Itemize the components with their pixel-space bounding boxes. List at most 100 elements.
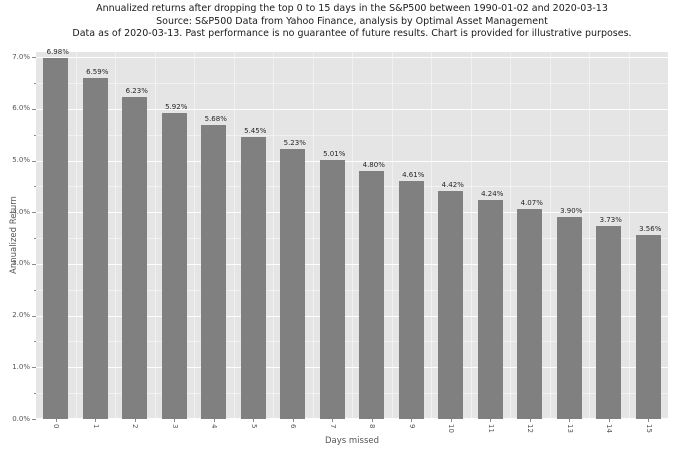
bar [517, 208, 543, 419]
major-gridline-horizontal [36, 160, 668, 162]
bar-value-label: 4.24% [481, 189, 504, 198]
y-tick-label: 4.0% [12, 207, 30, 216]
bar-value-label: 4.07% [520, 198, 543, 207]
bar-value-label: 4.42% [441, 180, 464, 189]
x-tick-label: 11 [486, 424, 495, 433]
major-gridline-horizontal [36, 57, 668, 59]
y-minor-tick-mark [34, 341, 36, 343]
minor-gridline-horizontal [36, 393, 668, 395]
chart-title-line-1: Annualized returns after dropping the to… [96, 3, 608, 14]
x-tick-label: 13 [565, 424, 574, 433]
x-tick-mark [55, 419, 57, 422]
plot-area: 6.98% 6.59% 6.23% 5.92% 5.68% 5.45% 5.23% 5.01%… [36, 48, 668, 419]
y-minor-tick-mark [34, 134, 36, 136]
bar [398, 180, 424, 419]
y-minor-tick-mark [34, 83, 36, 84]
y-tick-label: 1.0% [12, 362, 30, 371]
bar [122, 96, 148, 419]
x-tick-mark [529, 419, 531, 422]
y-tick-mark [32, 315, 36, 317]
minor-gridline-vertical [233, 52, 235, 419]
x-tick-mark [608, 419, 610, 422]
bar-value-label: 4.61% [402, 170, 425, 179]
x-tick-label: 9 [407, 424, 416, 429]
y-minor-tick-mark [34, 238, 36, 240]
bar-value-label: 6.98% [46, 48, 69, 57]
bar-value-label: 5.45% [244, 127, 267, 136]
bar [240, 137, 266, 419]
x-tick-mark [450, 419, 452, 422]
y-tick-label: 7.0% [12, 52, 30, 61]
minor-gridline-horizontal [36, 134, 668, 136]
x-tick-label: 14 [605, 424, 614, 433]
bar-value-label: 5.01% [323, 150, 346, 159]
y-tick-label: 5.0% [12, 156, 30, 165]
x-tick-label: 1 [91, 424, 100, 429]
x-tick-mark [174, 419, 176, 422]
x-axis-label: Days missed [324, 436, 380, 446]
bar-value-label: 3.73% [599, 216, 622, 225]
bar-value-label: 4.80% [362, 160, 385, 169]
minor-gridline-horizontal [36, 186, 668, 188]
y-tick-mark [32, 263, 36, 265]
x-tick-mark [648, 419, 650, 422]
x-tick-mark [95, 419, 97, 422]
y-tick-mark [32, 212, 36, 214]
bar-value-label: 3.90% [560, 207, 583, 216]
bar [596, 226, 622, 419]
y-tick-mark [32, 108, 36, 110]
minor-gridline-vertical [154, 52, 156, 419]
y-tick-mark [32, 160, 36, 162]
minor-gridline-horizontal [36, 341, 668, 343]
bar-value-label: 3.56% [639, 224, 662, 233]
x-tick-mark [134, 419, 136, 422]
bar-value-label: 6.23% [125, 86, 148, 95]
minor-gridline-vertical [391, 52, 393, 419]
y-tick-mark [32, 57, 36, 59]
x-tick-label: 12 [526, 424, 535, 433]
bar-value-label: 6.59% [86, 68, 109, 77]
minor-gridline-vertical [352, 52, 353, 419]
x-tick-mark [490, 419, 492, 422]
bar [82, 78, 108, 419]
x-tick-label: 15 [644, 424, 653, 433]
x-tick-mark [213, 419, 215, 422]
x-tick-label: 7 [328, 424, 337, 429]
major-gridline-horizontal [36, 212, 668, 214]
y-tick-label: 6.0% [12, 104, 30, 113]
x-tick-label: 3 [170, 424, 179, 429]
bar [161, 113, 187, 419]
y-minor-tick-mark [34, 393, 36, 395]
major-gridline-horizontal [36, 108, 668, 110]
x-tick-mark [292, 419, 294, 422]
bar [477, 199, 503, 419]
minor-gridline-vertical [431, 52, 432, 419]
minor-gridline-vertical [589, 52, 590, 419]
minor-gridline-vertical [470, 52, 472, 419]
y-tick-mark [32, 419, 36, 420]
minor-gridline-vertical [312, 52, 314, 419]
bar-value-label: 5.23% [283, 138, 306, 147]
bar [280, 148, 306, 419]
bar [556, 217, 582, 419]
minor-gridline-vertical [115, 52, 116, 419]
bar [359, 170, 385, 419]
x-tick-label: 6 [289, 424, 298, 429]
y-tick-mark [32, 367, 36, 369]
x-tick-label: 10 [447, 424, 456, 433]
y-tick-label: 2.0% [12, 311, 30, 320]
x-tick-label: 2 [131, 424, 140, 429]
bar-value-label: 5.92% [165, 102, 188, 111]
minor-gridline-vertical [549, 52, 551, 419]
bar [319, 160, 345, 419]
x-tick-mark [253, 419, 255, 422]
chart-title-line-3: Data as of 2020-03-13. Past performance … [72, 28, 632, 39]
x-tick-mark [411, 419, 413, 422]
major-gridline-horizontal [36, 315, 668, 317]
x-tick-mark [332, 419, 334, 422]
x-tick-mark [371, 419, 373, 422]
bar [438, 190, 464, 419]
minor-gridline-vertical [510, 52, 511, 419]
bar [635, 234, 661, 419]
